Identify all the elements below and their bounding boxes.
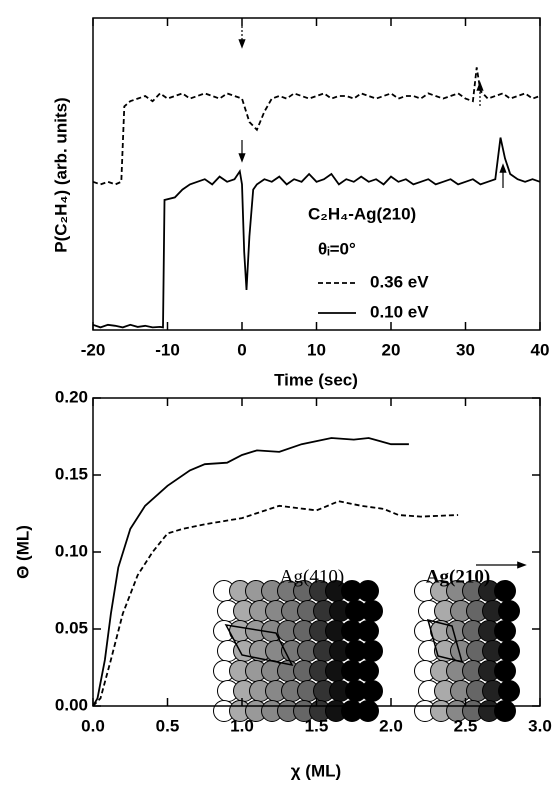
atom	[498, 600, 520, 622]
x-tick-label: 2.0	[379, 716, 403, 735]
atom	[498, 640, 520, 662]
x-axis-label: Time (sec)	[274, 370, 358, 389]
y-axis-label: Θ (ML)	[13, 525, 32, 579]
atom	[361, 640, 383, 662]
x-tick-label: 0.0	[81, 716, 105, 735]
x-tick-label: -20	[81, 340, 106, 359]
atom	[357, 660, 379, 682]
y-tick-label: 0.05	[55, 618, 88, 637]
atom	[357, 580, 379, 602]
atom	[357, 620, 379, 642]
data-line	[92, 437, 409, 707]
x-tick-label: 1.5	[305, 716, 329, 735]
x-axis-label: χ (ML)	[291, 761, 341, 780]
x-tick-label: 30	[456, 340, 475, 359]
annotation: C₂H₄-Ag(210)	[308, 204, 416, 223]
x-tick-label: 10	[307, 340, 326, 359]
atom	[361, 680, 383, 702]
y-tick-label: 0.00	[55, 695, 88, 714]
x-tick-label: 3.0	[528, 716, 552, 735]
legend-label: 0.36 eV	[370, 272, 429, 291]
legend-label: 0.10 eV	[370, 302, 429, 321]
annotation: θᵢ=0°	[318, 239, 356, 258]
arrows	[238, 26, 527, 569]
data-line	[92, 137, 541, 329]
x-tick-label: 20	[382, 340, 401, 359]
y-tick-label: 0.10	[55, 541, 88, 560]
y-tick-label: 0.20	[55, 387, 88, 406]
atom	[494, 660, 516, 682]
unit-cell	[426, 618, 464, 664]
atom	[361, 600, 383, 622]
x-tick-label: 0	[237, 340, 246, 359]
lattice-inset	[213, 580, 520, 722]
annotation: Ag(210)	[426, 566, 490, 587]
atom	[494, 620, 516, 642]
annotation: Ag(410)	[280, 566, 344, 587]
atom	[494, 700, 516, 722]
unit-cell	[224, 624, 294, 667]
atom	[498, 680, 520, 702]
x-tick-label: 40	[531, 340, 550, 359]
x-tick-label: 0.5	[156, 716, 180, 735]
x-tick-label: 1.0	[230, 716, 254, 735]
x-tick-label: 2.5	[454, 716, 478, 735]
y-axis-label: P(C₂H₄) (arb. units)	[51, 97, 70, 252]
y-tick-label: 0.15	[55, 464, 88, 483]
x-tick-label: -10	[155, 340, 180, 359]
atom	[494, 580, 516, 602]
data-line	[92, 500, 459, 707]
data-line	[92, 67, 541, 186]
atom	[357, 700, 379, 722]
plot-frame	[92, 17, 541, 331]
